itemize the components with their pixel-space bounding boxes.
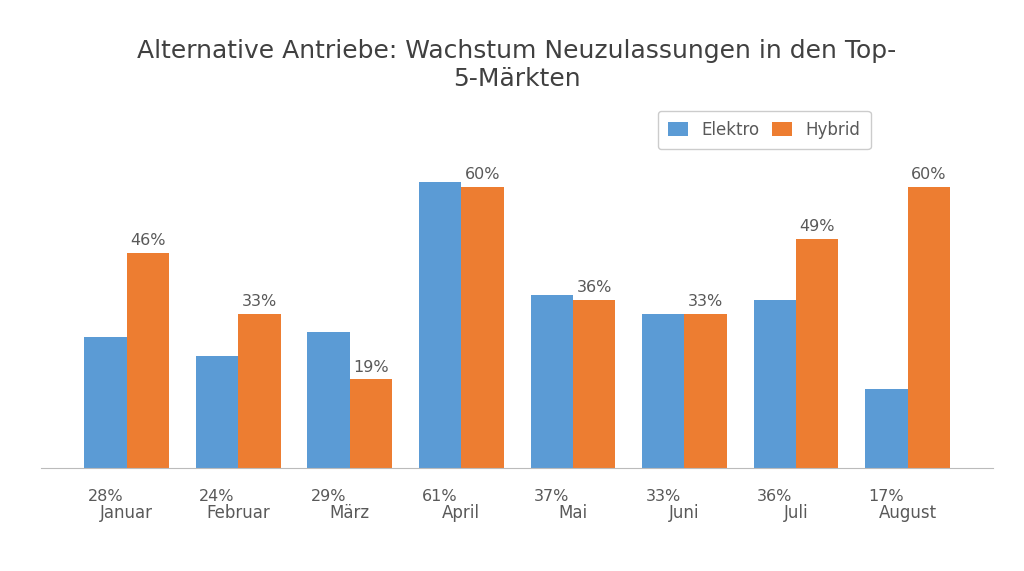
Text: 24%: 24% — [200, 489, 234, 504]
Text: 60%: 60% — [465, 167, 501, 182]
Text: 29%: 29% — [311, 489, 346, 504]
Bar — [865, 389, 907, 468]
Bar — [907, 187, 950, 468]
Text: 46%: 46% — [130, 233, 166, 248]
Bar — [530, 295, 572, 468]
Text: 33%: 33% — [646, 489, 681, 504]
Bar — [754, 300, 796, 468]
Legend: Elektro, Hybrid: Elektro, Hybrid — [657, 111, 870, 149]
Text: 19%: 19% — [353, 360, 389, 375]
Text: 36%: 36% — [757, 489, 793, 504]
Text: 33%: 33% — [242, 294, 278, 309]
Text: 49%: 49% — [800, 219, 835, 234]
Bar — [307, 332, 350, 468]
Bar — [419, 182, 462, 468]
Bar — [127, 253, 169, 468]
Text: 17%: 17% — [868, 489, 904, 504]
Text: 60%: 60% — [911, 167, 946, 182]
Bar — [196, 356, 239, 468]
Bar — [350, 379, 392, 468]
Text: 36%: 36% — [577, 280, 611, 295]
Text: 28%: 28% — [88, 489, 123, 504]
Bar — [462, 187, 504, 468]
Bar — [239, 313, 281, 468]
Bar — [572, 300, 615, 468]
Text: 33%: 33% — [688, 294, 723, 309]
Text: 37%: 37% — [535, 489, 569, 504]
Bar — [84, 337, 127, 468]
Text: 61%: 61% — [422, 489, 458, 504]
Title: Alternative Antriebe: Wachstum Neuzulassungen in den Top-
5-Märkten: Alternative Antriebe: Wachstum Neuzulass… — [137, 39, 897, 91]
Bar — [796, 239, 839, 468]
Bar — [642, 313, 684, 468]
Bar — [684, 313, 727, 468]
